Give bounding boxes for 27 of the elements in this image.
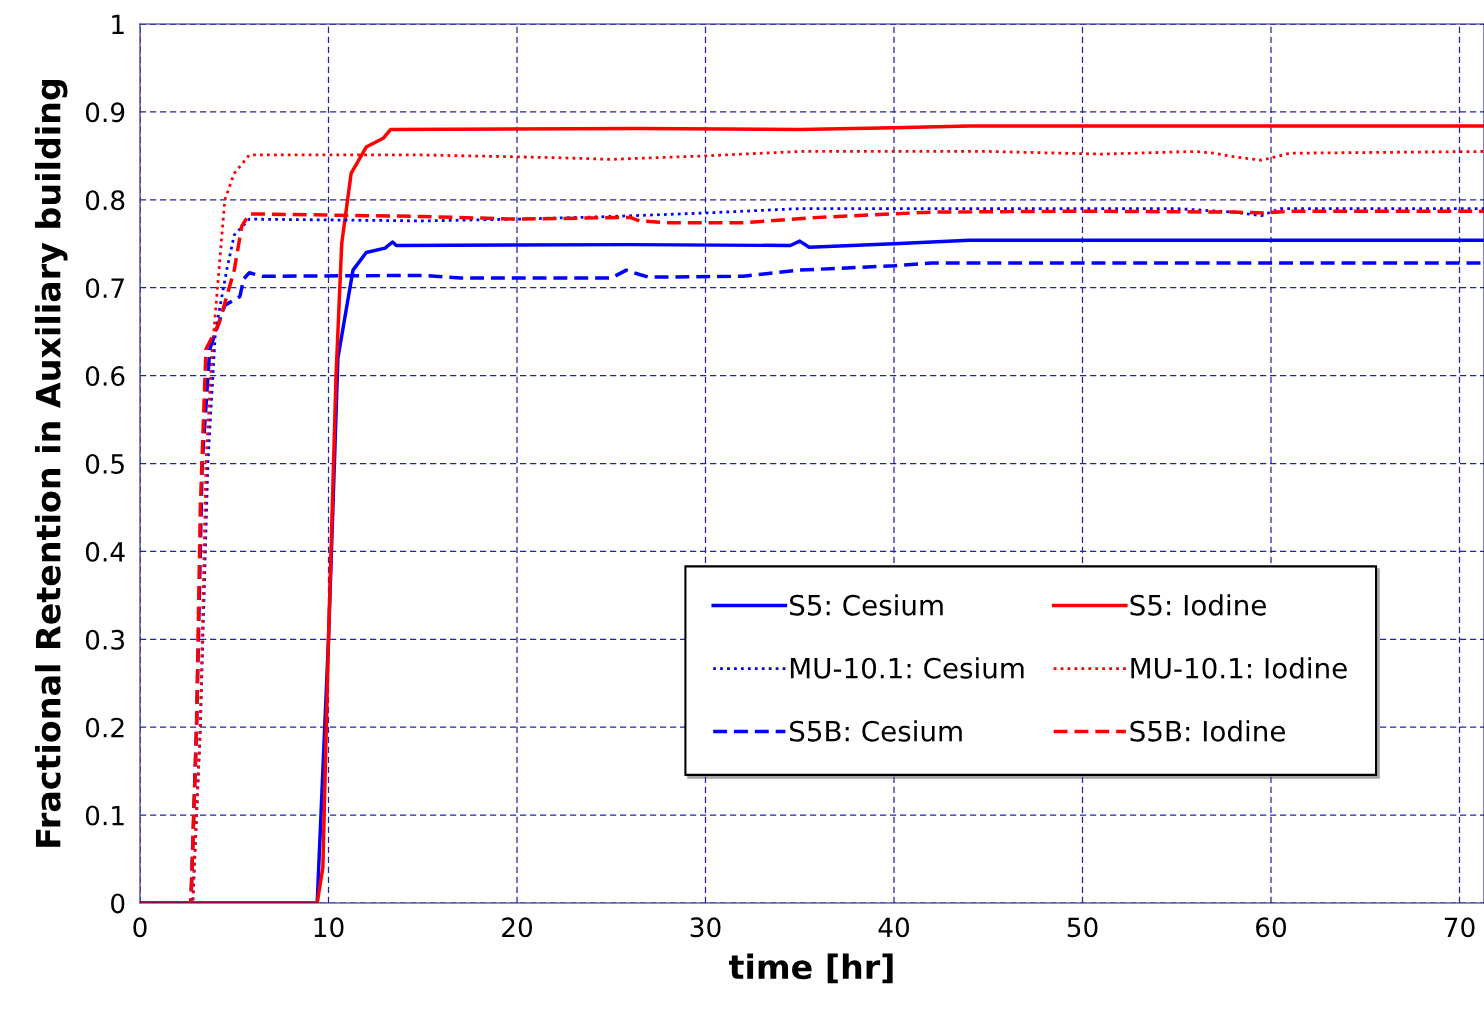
x-tick-label: 60	[1256, 917, 1287, 938]
y-tick-label: 0.4	[85, 541, 125, 562]
legend-label: S5B: Iodine	[1130, 720, 1285, 742]
y-tick-label: 0.3	[85, 629, 124, 650]
legend-label: MU-10.1: Iodine	[1131, 657, 1347, 679]
y-tick-label: 0.2	[85, 717, 124, 738]
y-tick-label: 0.8	[85, 190, 125, 211]
y-tick-label: 0.5	[85, 453, 124, 474]
legend-label: S5: Cesium	[790, 594, 943, 616]
x-axis-title: time [hr]	[728, 953, 893, 984]
x-tick-label: 10	[314, 917, 344, 938]
x-tick-label: 70	[1444, 917, 1475, 938]
legend-label: S5: Iodine	[1130, 594, 1266, 616]
x-tick-label: 0	[133, 917, 147, 938]
x-tick-label: 30	[690, 917, 721, 938]
y-tick-label: 0.9	[85, 102, 125, 123]
legend-label: S5B: Cesium	[790, 720, 962, 742]
x-tick-label: 40	[878, 917, 910, 938]
legend-label: MU-10.1: Cesium	[790, 657, 1024, 679]
x-tick-label: 50	[1067, 917, 1098, 938]
y-tick-label: 0.1	[85, 805, 124, 826]
y-tick-label: 0.6	[85, 366, 125, 386]
y-axis-title: Fractional Retention in Auxiliary building	[34, 79, 68, 847]
y-tick-label: 1	[112, 14, 124, 35]
y-tick-label: 0.7	[85, 278, 124, 299]
y-tick-label: 0	[111, 893, 125, 914]
x-tick-label: 20	[502, 917, 533, 938]
